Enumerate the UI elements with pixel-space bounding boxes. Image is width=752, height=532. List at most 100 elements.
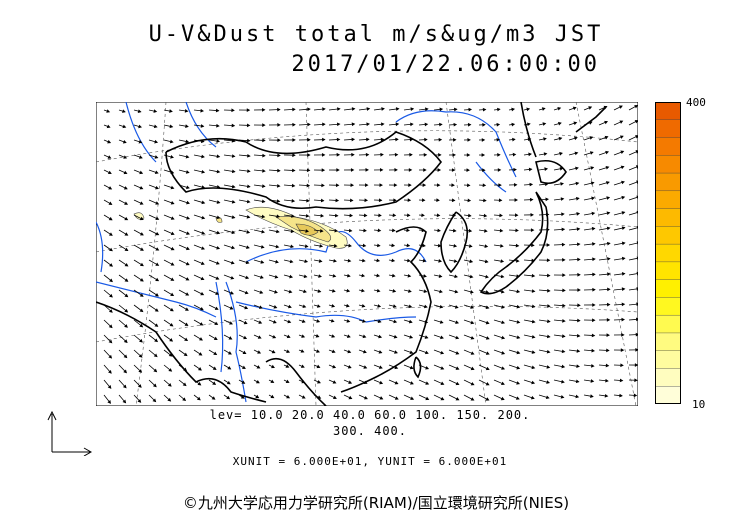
wind-vector-head	[634, 120, 638, 124]
wind-vector-head	[501, 305, 505, 309]
wind-vector-head	[422, 258, 427, 263]
wind-vector-head	[231, 230, 236, 235]
contour-levels-line2: 300. 400.	[332, 424, 408, 438]
wind-vector-head	[377, 243, 381, 248]
wind-vector-head	[527, 137, 532, 142]
wind-vector-head	[231, 123, 236, 128]
wind-vector-head	[392, 213, 397, 218]
wind-vector-head	[246, 214, 251, 219]
wind-vector-head	[364, 395, 368, 400]
colorbar-cell	[655, 261, 681, 281]
wind-vector-head	[186, 185, 190, 190]
wind-vector-head	[498, 183, 502, 187]
wind-vector-head	[291, 199, 296, 203]
wind-vector-head	[262, 184, 266, 188]
wind-vector-head	[408, 183, 412, 187]
coast-korea	[440, 211, 469, 274]
wind-vector-head	[546, 365, 551, 369]
wind-vector-head	[515, 396, 520, 400]
wind-vector-head	[562, 319, 566, 323]
wind-vector-head	[561, 242, 566, 247]
wind-vector-head	[410, 381, 414, 385]
wind-vector-head	[231, 199, 236, 204]
wind-vector-head	[186, 200, 190, 205]
wind-vector-head	[482, 168, 486, 172]
wind-vector-head	[516, 320, 521, 324]
wind-vector-head	[301, 395, 306, 399]
wind-vector-head	[122, 399, 127, 404]
wind-vector-head	[108, 339, 113, 344]
wind-vector-head	[436, 198, 440, 203]
wind-vector-head	[482, 122, 486, 127]
wind-vector-head	[621, 195, 626, 200]
wind-vector-head	[227, 366, 232, 370]
wind-vector-head	[169, 109, 173, 113]
wind-vector-head	[240, 395, 245, 399]
wind-vector-head	[154, 338, 159, 343]
wind-vector-head	[590, 379, 595, 383]
wind-vector-head	[302, 304, 307, 309]
wind-vector-head	[394, 350, 398, 354]
wind-vector-head	[439, 304, 444, 309]
wind-vector-head	[169, 322, 174, 327]
wind-vector-head	[351, 137, 356, 142]
wind-vector-head	[453, 122, 458, 127]
wind-vector-head	[531, 304, 536, 309]
wind-vector-head	[200, 291, 205, 296]
wind-vector-head	[592, 318, 596, 323]
wind-vector-head	[318, 259, 323, 263]
wind-vector-head	[303, 289, 307, 294]
wind-vector-head	[334, 213, 339, 218]
wind-vector-head	[376, 288, 381, 293]
wind-vector-head	[350, 168, 355, 172]
wind-vector-head	[452, 213, 457, 218]
wind-vector-head	[108, 232, 113, 236]
wind-vector-head	[140, 247, 144, 251]
wind-vector-head	[453, 137, 457, 142]
wind-vector-head	[322, 122, 326, 127]
wind-vector-head	[577, 318, 581, 323]
wind-vector-head	[439, 107, 444, 112]
wind-vector-head	[271, 364, 275, 369]
wind-vector-head	[138, 369, 143, 373]
wind-vector-head	[139, 338, 143, 343]
wind-vector-head	[514, 198, 518, 202]
wind-vector-head	[170, 292, 175, 297]
wind-vector-head	[557, 121, 562, 126]
wind-vector-head	[557, 106, 562, 111]
wind-vector-head	[216, 154, 221, 159]
wind-vector-head	[470, 336, 475, 340]
wind-vector-head	[484, 244, 489, 248]
wind-vector-head	[408, 319, 413, 324]
wind-vector-head	[199, 337, 203, 341]
wind-vector-head	[257, 335, 262, 339]
wind-vector-head	[333, 258, 337, 263]
wind-vector-head	[185, 170, 190, 174]
wind-vector-head	[276, 199, 281, 203]
wind-vector-head	[470, 305, 475, 309]
wind-vector-head	[560, 182, 564, 186]
colorbar-cell	[655, 350, 681, 370]
wind-vector-head	[196, 396, 201, 401]
wind-vector-head	[201, 246, 205, 250]
wind-vector-head	[363, 365, 368, 369]
wind-vector-head	[274, 290, 278, 294]
wind-vector-head	[336, 168, 340, 172]
wind-vector-head	[453, 259, 458, 263]
wind-vector-head	[242, 350, 247, 355]
wind-vector-head	[258, 305, 263, 309]
wind-vector-head	[216, 184, 221, 189]
wind-vector-head	[621, 287, 626, 292]
wind-vector-head	[262, 153, 266, 158]
wind-vector-head	[440, 381, 445, 385]
wind-vector-head	[454, 274, 458, 279]
wind-vector-head	[395, 107, 400, 111]
wind-vector-head	[170, 262, 175, 266]
wind-vector-head	[124, 308, 129, 313]
wind-vector-head	[440, 366, 445, 370]
wind-vector-head	[153, 353, 158, 358]
wind-vector-head	[484, 259, 489, 264]
wind-vector-head	[292, 138, 296, 142]
wind-vector-head	[377, 304, 382, 308]
wind-vector-head	[200, 108, 204, 113]
